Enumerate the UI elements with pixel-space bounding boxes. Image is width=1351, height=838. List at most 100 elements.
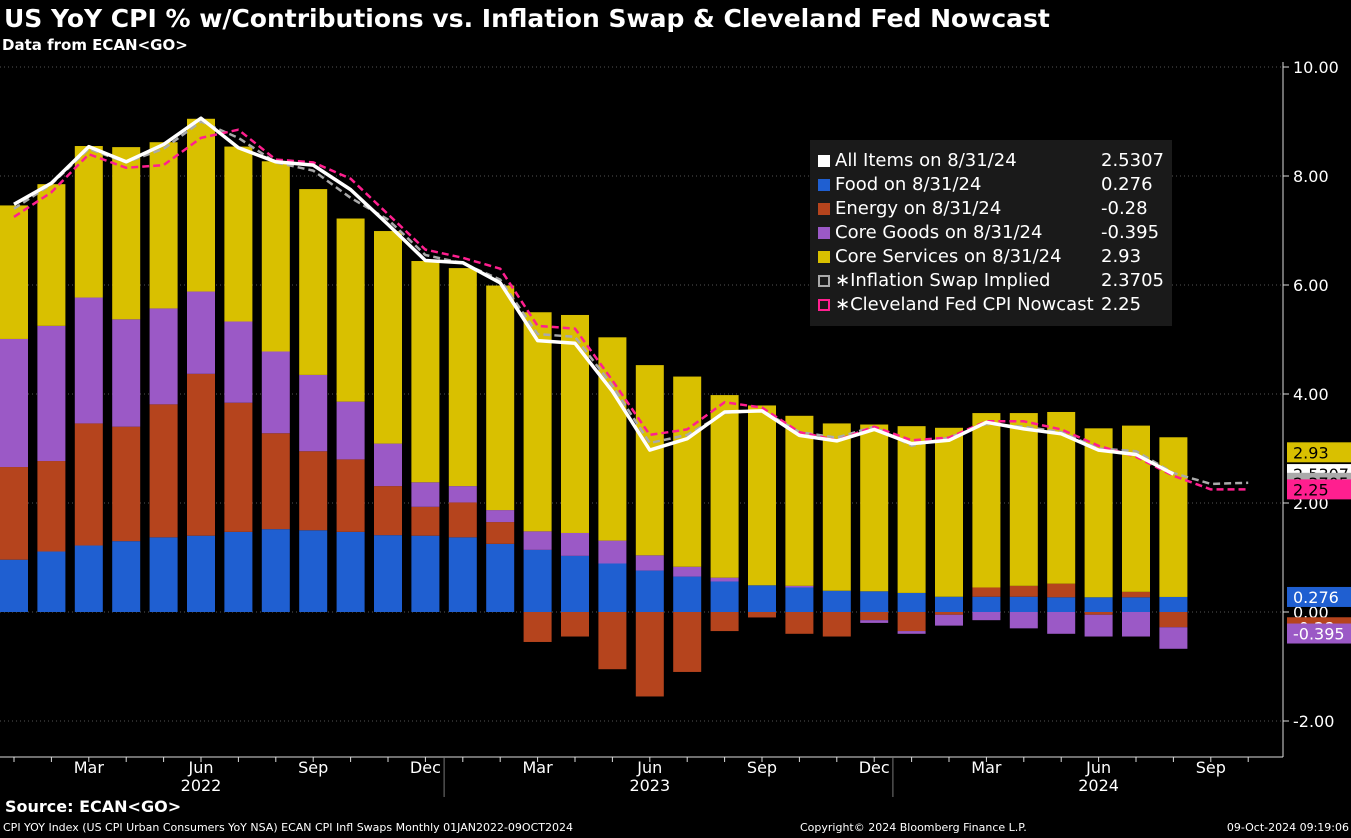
- bar-segment-food: [673, 576, 702, 612]
- y-tick-label: 8.00: [1293, 167, 1329, 186]
- bar-segment-core-services: [1047, 411, 1076, 584]
- series-line-all-items: [13, 116, 1175, 476]
- bar-segment-food: [299, 530, 328, 612]
- bar-segment-food: [411, 535, 440, 612]
- bar-segment-core-services: [299, 189, 328, 375]
- footer-copyright: Copyright© 2024 Bloomberg Finance L.P.: [800, 821, 1027, 834]
- bar-segment-core-services: [860, 424, 889, 592]
- bar-segment-core-services: [822, 423, 851, 591]
- bar-segment-energy: [112, 426, 141, 542]
- bar-segment-core-services: [523, 312, 552, 532]
- axis-value-tag-label: 2.93: [1293, 443, 1329, 462]
- bar-segment-food: [261, 529, 290, 612]
- bar-segment-core-goods: [972, 612, 1001, 621]
- bar-segment-food: [74, 545, 103, 612]
- legend-label: All Items on 8/31/24: [835, 150, 1017, 171]
- x-year-label: 2023: [629, 776, 670, 795]
- bar-segment-food: [935, 596, 963, 612]
- axis-value-tag: [1287, 586, 1351, 607]
- legend-item-core-goods: Core Goods on 8/31/24 -0.395: [818, 222, 1168, 246]
- bar-segment-food: [224, 531, 253, 612]
- bar-segment-core-goods: [897, 631, 926, 634]
- legend-label: Energy on 8/31/24: [835, 198, 1002, 219]
- bar-segment-energy: [448, 502, 477, 538]
- bar-segment-core-goods: [149, 308, 178, 405]
- bar-segment-core-services: [710, 395, 739, 578]
- bar-segment-energy: [635, 612, 664, 697]
- axis-value-tag-label: -0.395: [1293, 625, 1345, 644]
- bar-segment-core-goods: [561, 532, 589, 556]
- legend-label: ∗Inflation Swap Implied: [835, 270, 1051, 291]
- bar-segment-energy: [860, 612, 889, 621]
- x-tick-label: Sep: [747, 758, 777, 777]
- bar-segment-core-goods: [261, 351, 290, 434]
- bar-segment-core-services: [972, 413, 1001, 588]
- axis-value-tag: [1287, 442, 1351, 463]
- bar-segment-food: [523, 549, 552, 612]
- legend-item-food: Food on 8/31/24 0.276: [818, 174, 1168, 198]
- bar-segment-core-goods: [710, 577, 739, 582]
- bar-segment-energy: [1122, 591, 1150, 598]
- x-tick-label: Mar: [971, 758, 1002, 777]
- chart-subtitle: Data from ECAN<GO>: [2, 36, 188, 54]
- bar-segment-food: [448, 537, 477, 612]
- x-tick-label: Dec: [859, 758, 890, 777]
- bar-segment-energy: [37, 461, 66, 552]
- bar-segment-energy: [0, 467, 28, 560]
- axis-value-tag: [1287, 479, 1351, 500]
- bar-segment-core-goods: [74, 297, 103, 424]
- bar-segment-core-services: [486, 285, 515, 511]
- bar-segment-core-services: [336, 218, 365, 402]
- x-tick-label: Jun: [1085, 758, 1111, 777]
- legend-value: 2.93: [1101, 246, 1142, 267]
- legend-value: 0.276: [1101, 174, 1153, 195]
- x-tick-label: Jun: [636, 758, 662, 777]
- bar-segment-core-goods: [336, 401, 365, 460]
- bar-segment-food: [149, 537, 178, 612]
- bar-segment-core-services: [1009, 413, 1038, 586]
- bar-segment-core-goods: [1009, 612, 1038, 629]
- y-tick-label: 10.00: [1293, 58, 1339, 77]
- axis-value-tag: [1287, 623, 1351, 644]
- bar-segment-food: [748, 585, 776, 612]
- bar-segment-core-goods: [411, 482, 440, 507]
- bar-segment-core-goods: [635, 555, 664, 571]
- bar-segment-core-services: [1084, 428, 1113, 598]
- legend-value: 2.5307: [1101, 150, 1164, 171]
- legend-swatch: [818, 179, 830, 191]
- bar-segment-food: [1122, 597, 1150, 612]
- bar-segment-food: [486, 543, 515, 612]
- bar-segment-food: [0, 559, 28, 612]
- bar-segment-core-goods: [860, 620, 889, 623]
- bar-segment-food: [972, 596, 1001, 612]
- legend-label: Core Services on 8/31/24: [835, 246, 1062, 267]
- bar-segment-energy: [710, 612, 739, 632]
- x-tick-label: Jun: [188, 758, 214, 777]
- bar-segment-core-goods: [1047, 612, 1076, 634]
- series-line-inflation-swap-implied: [13, 120, 1249, 486]
- bar-segment-food: [1084, 597, 1113, 612]
- x-tick-label: Mar: [523, 758, 554, 777]
- bar-segment-food: [822, 590, 851, 612]
- y-tick-label: 0.00: [1293, 603, 1329, 622]
- bar-segment-core-goods: [1122, 612, 1150, 637]
- x-year-label: 2024: [1078, 776, 1119, 795]
- bar-segment-energy: [486, 522, 515, 544]
- x-tick-label: Mar: [74, 758, 105, 777]
- legend-value: -0.395: [1101, 222, 1160, 243]
- bar-segment-core-services: [785, 415, 814, 586]
- bar-segment-core-services: [673, 376, 702, 567]
- bar-segment-energy: [1084, 612, 1113, 615]
- bar-segment-energy: [1159, 612, 1188, 628]
- bar-segment-core-services: [149, 142, 178, 309]
- legend-value: 2.3705: [1101, 270, 1164, 291]
- bar-segment-core-services: [0, 205, 28, 339]
- bar-segment-energy: [523, 612, 552, 642]
- bar-segment-core-goods: [1159, 627, 1188, 649]
- bar-segment-core-services: [37, 184, 66, 326]
- bar-segment-energy: [897, 612, 926, 632]
- bar-segment-food: [635, 570, 664, 612]
- legend-label: Core Goods on 8/31/24: [835, 222, 1043, 243]
- bar-segment-energy: [149, 404, 178, 538]
- chart-legend: All Items on 8/31/24 2.5307 Food on 8/31…: [810, 140, 1172, 326]
